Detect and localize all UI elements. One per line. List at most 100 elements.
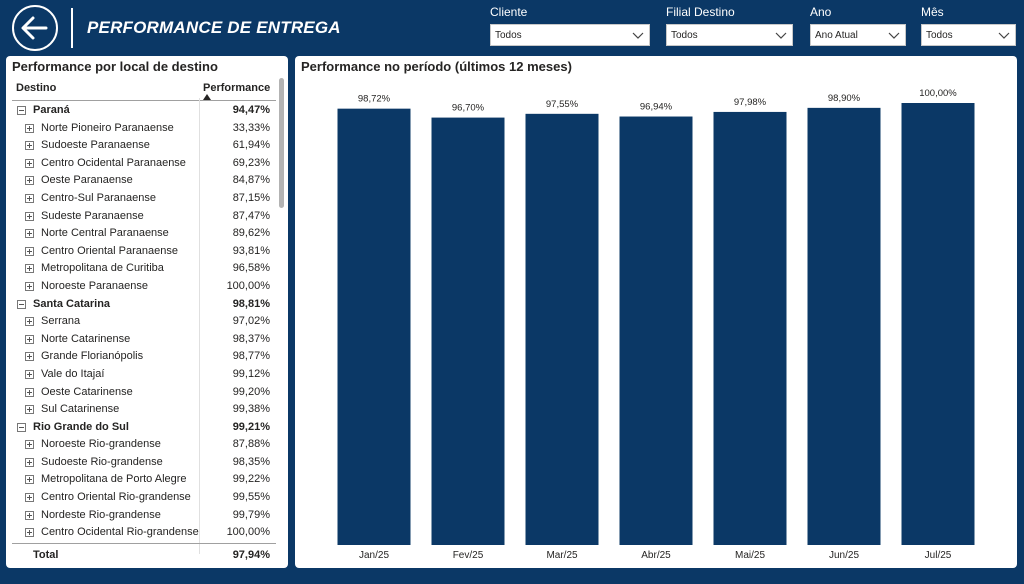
- filter-mes-dropdown[interactable]: Todos: [921, 24, 1016, 46]
- row-name: Serrana: [41, 315, 81, 328]
- row-name: Centro Oriental Paranaense: [41, 244, 178, 257]
- bar-mar-25[interactable]: [525, 113, 599, 546]
- row-value: 93,81%: [232, 244, 270, 257]
- expand-icon[interactable]: [25, 369, 34, 379]
- filter-mes: Mês Todos: [921, 5, 1016, 46]
- row-value: 99,38%: [232, 403, 270, 416]
- column-separator: [199, 98, 200, 554]
- row-value: 97,02%: [232, 315, 270, 328]
- bar-jan-25[interactable]: [337, 108, 411, 546]
- row-name: Santa Catarina: [33, 297, 111, 310]
- x-tick-label: Jun/25: [829, 550, 859, 561]
- table-row[interactable]: Centro Oriental Paranaense 93,81%: [12, 243, 276, 261]
- data-label: 96,94%: [640, 102, 673, 113]
- expand-icon[interactable]: [25, 176, 34, 186]
- filter-mes-value: Todos: [926, 30, 953, 41]
- row-name: Norte Pioneiro Paranaense: [41, 121, 174, 134]
- table-scrollbar[interactable]: [279, 78, 284, 208]
- row-name: Oeste Catarinense: [41, 385, 133, 398]
- table-row[interactable]: Sudeste Paranaense 87,47%: [12, 208, 276, 226]
- table-body: Paraná 94,47% Norte Pioneiro Paranaense 33,…: [12, 102, 276, 542]
- row-value: 94,47%: [232, 104, 270, 116]
- bar-fev-25[interactable]: [431, 117, 505, 545]
- expand-icon[interactable]: [25, 440, 34, 450]
- expand-icon[interactable]: [25, 229, 34, 239]
- expand-icon[interactable]: [25, 141, 34, 151]
- expand-icon[interactable]: [25, 457, 34, 467]
- table-row[interactable]: Nordeste Rio-grandense 99,79%: [12, 507, 276, 525]
- back-button[interactable]: [12, 5, 58, 51]
- expand-icon[interactable]: [25, 246, 34, 256]
- filter-filial-dropdown[interactable]: Todos: [666, 24, 793, 46]
- expand-icon[interactable]: [25, 281, 34, 291]
- expand-icon[interactable]: [25, 264, 34, 274]
- table-row[interactable]: Norte Central Paranaense 89,62%: [12, 225, 276, 243]
- table-row[interactable]: Metropolitana de Curitiba 96,58%: [12, 260, 276, 278]
- row-name: Nordeste Rio-grandense: [41, 508, 161, 521]
- table-row[interactable]: Sudoeste Rio-grandense 98,35%: [12, 454, 276, 472]
- row-value: 99,21%: [232, 420, 270, 433]
- row-name: Oeste Paranaense: [41, 174, 133, 187]
- table-row[interactable]: Oeste Catarinense 99,20%: [12, 384, 276, 402]
- table-row[interactable]: Oeste Paranaense 84,87%: [12, 172, 276, 190]
- expand-icon[interactable]: [25, 211, 34, 221]
- table-row[interactable]: Metropolitana de Porto Alegre 99,22%: [12, 471, 276, 489]
- expand-icon[interactable]: [25, 475, 34, 485]
- table-row[interactable]: Norte Pioneiro Paranaense 33,33%: [12, 120, 276, 138]
- expand-icon[interactable]: [25, 387, 34, 397]
- expand-icon[interactable]: [25, 334, 34, 344]
- table-row[interactable]: Centro Ocidental Rio-grandense 100,00%: [12, 524, 276, 542]
- table-row[interactable]: Serrana 97,02%: [12, 313, 276, 331]
- header-divider: [71, 8, 73, 48]
- filter-cliente: Cliente Todos: [490, 5, 650, 46]
- filter-ano-dropdown[interactable]: Ano Atual: [810, 24, 906, 46]
- expand-icon[interactable]: [25, 405, 34, 415]
- data-label: 98,72%: [358, 94, 391, 105]
- collapse-icon[interactable]: [17, 299, 26, 309]
- total-row: Total 97,94%: [12, 544, 276, 564]
- table-row[interactable]: Centro-Sul Paranaense 87,15%: [12, 190, 276, 208]
- bar-jul-25[interactable]: [901, 103, 975, 545]
- row-value: 100,00%: [226, 279, 270, 292]
- row-value: 69,23%: [232, 156, 270, 169]
- table-row[interactable]: Noroeste Rio-grandense 87,88%: [12, 436, 276, 454]
- expand-icon[interactable]: [25, 123, 34, 133]
- table-row-group[interactable]: Rio Grande do Sul 99,21%: [12, 419, 276, 437]
- table-row[interactable]: Norte Catarinense 98,37%: [12, 331, 276, 349]
- bar-mai-25[interactable]: [713, 111, 787, 545]
- row-name: Noroeste Rio-grandense: [41, 438, 161, 451]
- filter-ano-label: Ano: [810, 5, 832, 19]
- row-value: 61,94%: [232, 139, 270, 152]
- column-header-destino[interactable]: Destino: [16, 82, 57, 94]
- collapse-icon[interactable]: [17, 422, 26, 432]
- table-row[interactable]: Noroeste Paranaense 100,00%: [12, 278, 276, 296]
- destination-table-panel: Performance por local de destino Destino…: [6, 56, 288, 568]
- expand-icon[interactable]: [25, 317, 34, 327]
- table-row[interactable]: Sul Catarinense 99,38%: [12, 401, 276, 419]
- row-value: 84,87%: [232, 174, 270, 187]
- chart-panel: Performance no período (últimos 12 meses…: [295, 56, 1017, 568]
- bar-abr-25[interactable]: [619, 116, 693, 545]
- filter-filial-label: Filial Destino: [666, 5, 735, 19]
- expand-icon[interactable]: [25, 510, 34, 520]
- bar-jun-25[interactable]: [807, 107, 881, 545]
- expand-icon[interactable]: [25, 528, 34, 538]
- table-row[interactable]: Vale do Itajaí 99,12%: [12, 366, 276, 384]
- expand-icon[interactable]: [25, 493, 34, 503]
- table-row[interactable]: Centro Ocidental Paranaense 69,23%: [12, 155, 276, 173]
- expand-icon[interactable]: [25, 352, 34, 362]
- table-row-group[interactable]: Santa Catarina 98,81%: [12, 296, 276, 314]
- row-value: 98,37%: [232, 332, 270, 345]
- column-header-performance[interactable]: Performance: [203, 82, 271, 94]
- expand-icon[interactable]: [25, 158, 34, 168]
- data-label: 98,90%: [828, 93, 861, 104]
- table-row-group[interactable]: Paraná 94,47%: [12, 102, 276, 120]
- table-row[interactable]: Sudoeste Paranaense 61,94%: [12, 137, 276, 155]
- x-tick-label: Fev/25: [453, 550, 484, 561]
- expand-icon[interactable]: [25, 193, 34, 203]
- table-row[interactable]: Centro Oriental Rio-grandense 99,55%: [12, 489, 276, 507]
- collapse-icon[interactable]: [17, 106, 26, 115]
- chevron-down-icon: [998, 32, 1010, 39]
- filter-cliente-dropdown[interactable]: Todos: [490, 24, 650, 46]
- table-row[interactable]: Grande Florianópolis 98,77%: [12, 348, 276, 366]
